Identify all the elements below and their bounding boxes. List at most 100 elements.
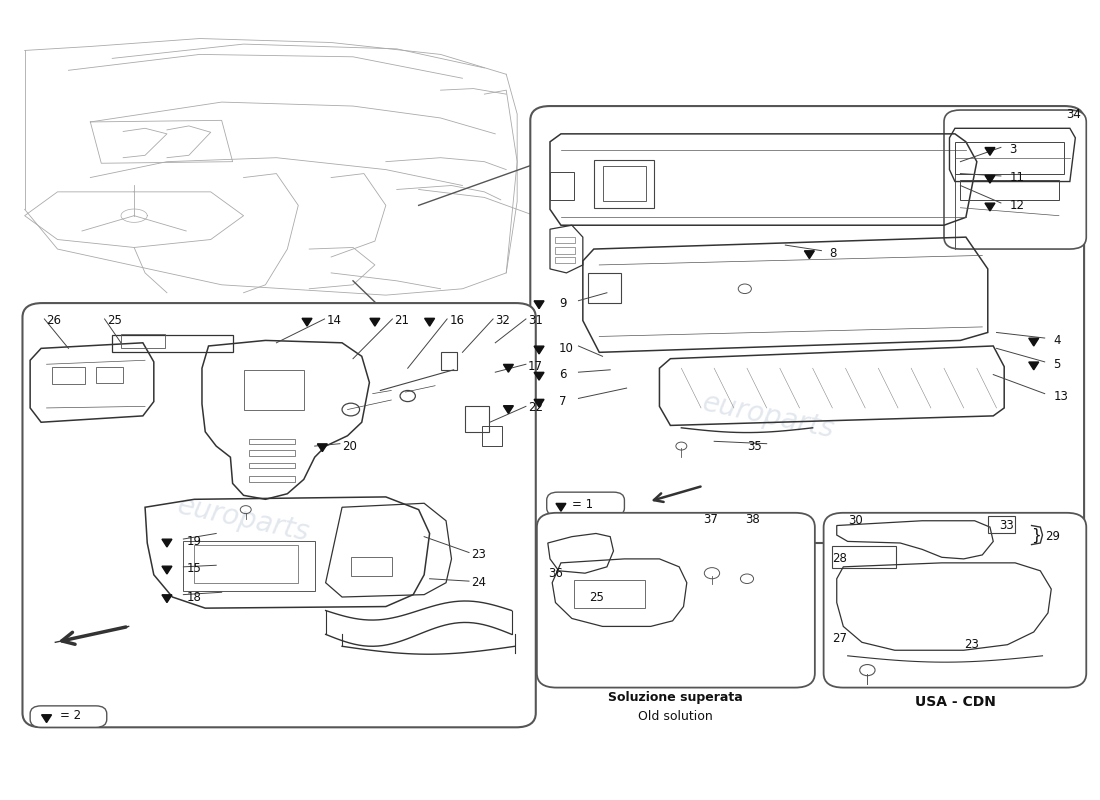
Text: 32: 32 xyxy=(495,314,510,327)
Polygon shape xyxy=(1028,362,1038,370)
Polygon shape xyxy=(42,714,52,722)
Text: 27: 27 xyxy=(833,632,847,645)
Bar xyxy=(52,366,85,384)
Text: 33: 33 xyxy=(999,519,1013,532)
Text: 19: 19 xyxy=(187,535,201,548)
Text: USA - CDN: USA - CDN xyxy=(914,695,996,709)
Text: 36: 36 xyxy=(548,566,563,580)
Text: 6: 6 xyxy=(559,368,566,381)
Bar xyxy=(96,366,123,382)
FancyBboxPatch shape xyxy=(944,110,1087,249)
Text: Soluzione superata: Soluzione superata xyxy=(608,691,744,705)
Bar xyxy=(121,334,165,348)
Text: 38: 38 xyxy=(745,513,760,526)
Polygon shape xyxy=(535,399,544,407)
Polygon shape xyxy=(162,539,172,547)
Text: 10: 10 xyxy=(559,342,573,355)
Text: 37: 37 xyxy=(703,513,718,526)
Text: 23: 23 xyxy=(964,638,979,651)
Polygon shape xyxy=(302,318,312,326)
Text: 20: 20 xyxy=(342,439,356,453)
Bar xyxy=(195,545,298,582)
Bar xyxy=(960,180,1059,200)
Bar xyxy=(588,273,621,303)
Bar xyxy=(351,557,393,576)
Bar xyxy=(249,476,295,482)
Text: = 2: = 2 xyxy=(59,709,80,722)
Text: 14: 14 xyxy=(327,314,342,327)
Text: 25: 25 xyxy=(590,590,604,603)
Bar xyxy=(184,542,315,590)
Text: 35: 35 xyxy=(747,439,761,453)
Polygon shape xyxy=(535,346,544,354)
Text: 29: 29 xyxy=(1045,530,1059,543)
Bar xyxy=(833,546,895,569)
Polygon shape xyxy=(535,372,544,380)
Bar xyxy=(482,426,502,446)
Text: 15: 15 xyxy=(187,562,201,575)
FancyBboxPatch shape xyxy=(537,513,815,687)
Bar xyxy=(988,516,1015,534)
Bar xyxy=(594,160,654,208)
FancyBboxPatch shape xyxy=(530,106,1085,543)
Bar xyxy=(574,580,646,608)
Text: 4: 4 xyxy=(1054,334,1060,347)
FancyBboxPatch shape xyxy=(547,492,625,516)
Text: 30: 30 xyxy=(848,514,862,527)
Text: 13: 13 xyxy=(1054,390,1068,402)
FancyBboxPatch shape xyxy=(824,513,1087,687)
Text: europarts: europarts xyxy=(175,491,312,547)
Text: 7: 7 xyxy=(559,395,566,408)
Polygon shape xyxy=(504,406,514,414)
Text: 17: 17 xyxy=(528,360,543,373)
Text: }: } xyxy=(1032,527,1042,542)
Bar xyxy=(243,370,304,410)
Text: 24: 24 xyxy=(471,576,486,590)
Bar xyxy=(955,142,1065,174)
Text: 11: 11 xyxy=(1010,171,1025,184)
Bar xyxy=(441,352,456,370)
Text: 3: 3 xyxy=(1010,143,1018,156)
Polygon shape xyxy=(984,175,994,183)
Text: 5: 5 xyxy=(1054,358,1060,370)
Text: 21: 21 xyxy=(395,314,409,327)
Polygon shape xyxy=(425,318,435,326)
Text: Old solution: Old solution xyxy=(638,710,713,722)
Polygon shape xyxy=(504,365,514,372)
Bar xyxy=(550,172,574,200)
Bar xyxy=(249,462,295,468)
Text: 22: 22 xyxy=(528,402,543,414)
Text: 31: 31 xyxy=(528,314,543,327)
Polygon shape xyxy=(984,203,994,211)
Text: 12: 12 xyxy=(1010,199,1025,212)
Text: 8: 8 xyxy=(829,246,836,259)
Bar xyxy=(556,237,575,243)
Bar xyxy=(464,406,488,432)
Text: 18: 18 xyxy=(187,590,201,603)
Text: 23: 23 xyxy=(471,549,486,562)
Polygon shape xyxy=(556,503,565,511)
Bar xyxy=(112,335,232,352)
Bar xyxy=(249,439,295,445)
Text: 9: 9 xyxy=(559,297,566,310)
FancyBboxPatch shape xyxy=(30,706,107,727)
Polygon shape xyxy=(804,251,814,258)
Text: europarts: europarts xyxy=(701,388,837,443)
Bar xyxy=(249,450,295,456)
Text: 16: 16 xyxy=(449,314,464,327)
Polygon shape xyxy=(162,594,172,602)
Text: 34: 34 xyxy=(1066,107,1081,121)
Text: 26: 26 xyxy=(46,314,62,327)
Text: = 1: = 1 xyxy=(572,498,593,510)
Bar xyxy=(603,166,647,202)
Bar xyxy=(556,247,575,254)
Polygon shape xyxy=(984,147,994,155)
Text: 28: 28 xyxy=(833,552,847,566)
Polygon shape xyxy=(535,301,544,309)
Polygon shape xyxy=(1028,338,1038,346)
FancyBboxPatch shape xyxy=(22,303,536,727)
Text: 25: 25 xyxy=(107,314,122,327)
Polygon shape xyxy=(318,444,328,452)
Polygon shape xyxy=(162,566,172,574)
Bar xyxy=(556,257,575,263)
